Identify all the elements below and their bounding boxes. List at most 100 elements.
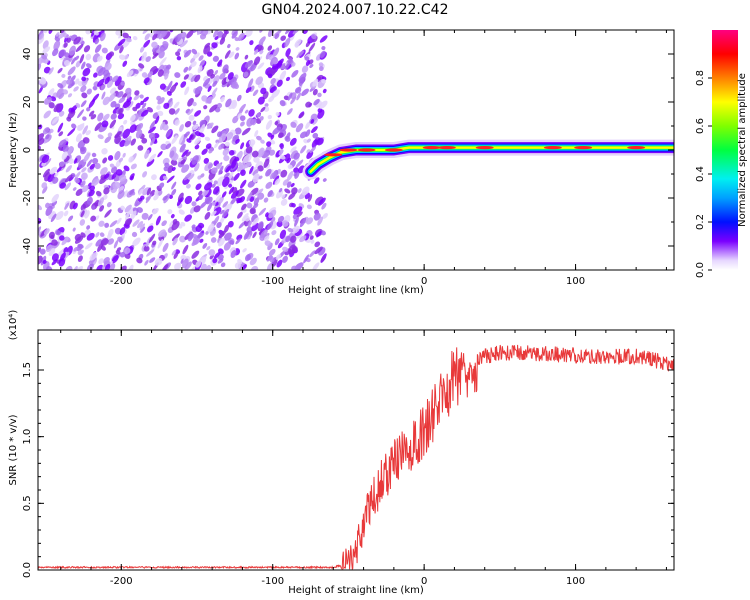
noise-speckle [279,100,286,107]
noise-speckle [91,152,97,158]
noise-speckle [101,47,108,54]
noise-speckle [83,45,91,53]
noise-speckle [210,73,216,79]
noise-speckle [123,190,128,198]
noise-speckle [301,186,310,196]
noise-speckle [58,49,67,58]
signal-peak [324,153,343,157]
spectrogram-x-tick-label: 100 [566,276,585,287]
noise-speckle [233,83,239,89]
noise-speckle [240,169,246,176]
noise-speckle [61,73,66,78]
snr-plot-area [38,330,674,570]
noise-speckle [58,110,65,117]
noise-speckle [147,71,154,78]
noise-speckle [126,37,132,43]
noise-speckle [194,137,201,145]
noise-speckle [206,246,211,251]
noise-speckle [82,67,91,77]
noise-speckle [75,188,83,196]
noise-speckle [184,261,192,270]
noise-speckle [217,31,224,38]
noise-speckle [321,202,327,210]
noise-speckle [236,94,242,102]
noise-speckle [209,254,214,260]
noise-speckle [284,135,291,142]
noise-speckle [225,98,232,108]
snr-x-tick-label: -100 [261,576,284,587]
noise-speckle [191,238,199,246]
noise-speckle [202,77,211,87]
noise-speckle [45,134,50,140]
noise-speckle [73,86,79,92]
figure-title: GN04.2024.007.10.22.C42 [262,2,449,18]
noise-speckle [247,180,255,188]
noise-speckle [183,66,189,73]
noise-speckle [48,67,54,75]
noise-speckle [309,235,314,240]
noise-speckle [109,163,115,168]
noise-speckle [86,159,93,167]
noise-speckle [219,216,225,224]
signal-peak [357,148,376,152]
noise-speckle [199,201,208,209]
noise-speckle [80,146,87,155]
noise-speckle [281,194,286,199]
noise-speckle [132,219,140,227]
noise-speckle [124,247,131,255]
noise-speckle [270,172,275,180]
noise-speckle [50,213,57,223]
noise-speckle [95,190,102,197]
noise-speckle [81,185,89,193]
noise-speckle [276,189,284,199]
noise-speckle [285,76,291,82]
noise-speckle [137,221,144,229]
noise-speckle [168,101,174,108]
noise-speckle [93,72,98,78]
noise-speckle [309,250,316,258]
noise-speckle [260,106,266,113]
noise-speckle [291,265,298,270]
noise-speckle [198,55,204,61]
noise-speckle [235,138,240,144]
noise-speckle [79,54,85,64]
noise-speckle [309,64,314,68]
noise-speckle [97,55,103,62]
noise-speckle [63,210,69,217]
noise-speckle [104,76,110,85]
noise-speckle [318,66,324,72]
noise-speckle [310,239,315,244]
noise-speckle [283,95,289,101]
noise-speckle [188,114,195,121]
noise-speckle [102,72,111,81]
noise-speckle [251,222,260,232]
noise-speckle [309,146,316,154]
noise-speckle [184,86,190,96]
noise-speckle [61,236,69,246]
noise-speckle [97,197,105,207]
noise-speckle [61,151,68,160]
noise-speckle [223,172,230,179]
noise-speckle [311,33,317,40]
noise-speckle [312,88,318,96]
noise-speckle [282,220,289,227]
noise-speckle [136,123,144,131]
noise-speckle [147,225,154,233]
noise-speckle [300,145,307,154]
noise-speckle [287,227,294,233]
spectrogram-y-tick-label: -40 [22,238,33,254]
noise-speckle [55,230,61,236]
noise-speckle [231,31,238,39]
noise-speckle [81,172,88,180]
noise-speckle [272,47,280,57]
noise-speckle [122,128,131,139]
signal-peak [475,146,494,150]
noise-speckle [316,230,322,238]
noise-speckle [267,190,273,198]
noise-speckle [49,128,54,133]
noise-speckle [237,211,243,219]
noise-speckle [140,226,146,233]
noise-speckle [191,155,199,165]
noise-speckle [73,158,78,164]
noise-speckle [296,211,303,218]
